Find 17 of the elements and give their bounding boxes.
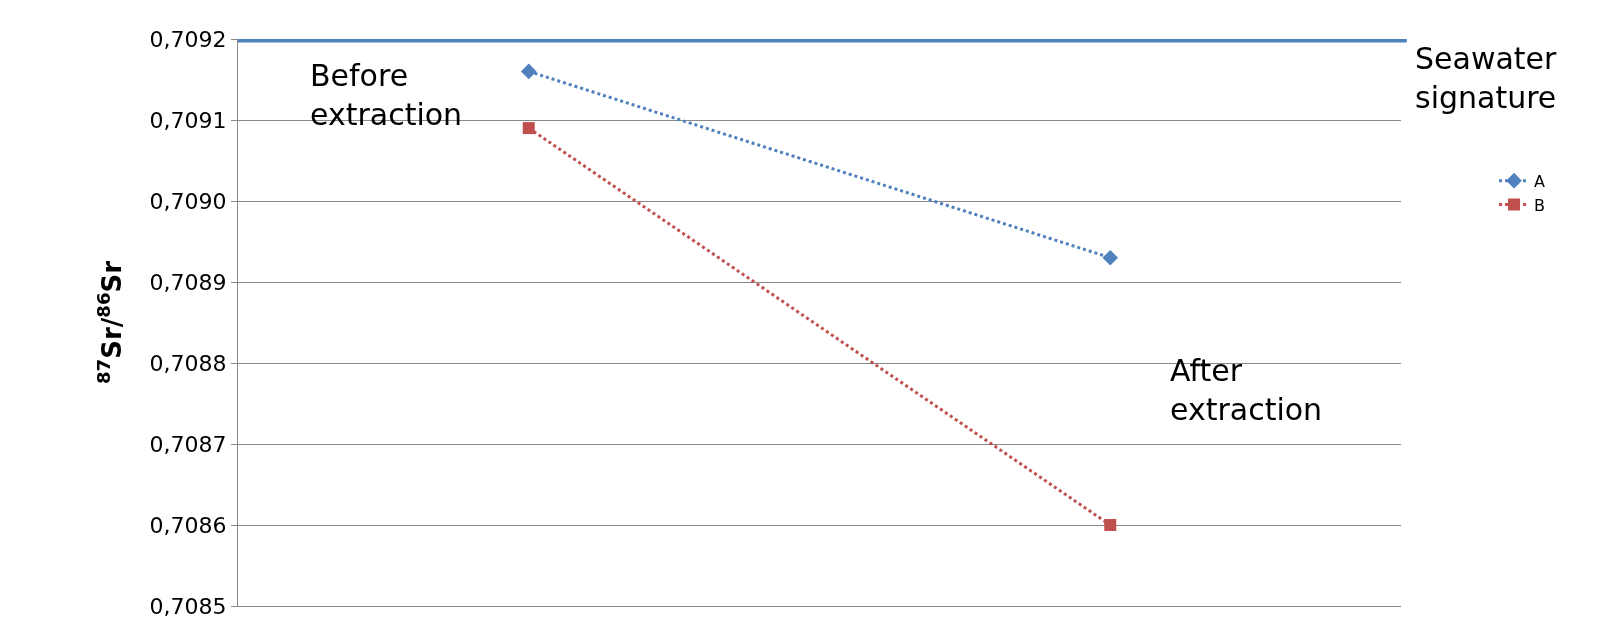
annotation: After extraction [1170, 353, 1323, 427]
y-tick-label: 0,7085 [149, 593, 227, 619]
annotation: Before extraction [310, 58, 463, 132]
y-tick-label: 0,7092 [149, 26, 227, 52]
point [1102, 249, 1119, 266]
y-tick-label: 0,7087 [149, 431, 227, 457]
legend-label: B [1534, 195, 1546, 215]
y-tick-label: 0,7086 [149, 512, 227, 538]
point [522, 122, 535, 135]
point [520, 63, 537, 80]
point [1104, 519, 1117, 531]
y-tick-label: 0,7091 [149, 107, 227, 133]
ref-line-label: Seawater signature [1415, 41, 1558, 115]
y-tick-label: 0,7090 [149, 188, 227, 214]
y-tick-label: 0,7089 [149, 269, 227, 295]
legend-label: A [1534, 171, 1546, 191]
y-tick-label: 0,7088 [149, 350, 227, 376]
